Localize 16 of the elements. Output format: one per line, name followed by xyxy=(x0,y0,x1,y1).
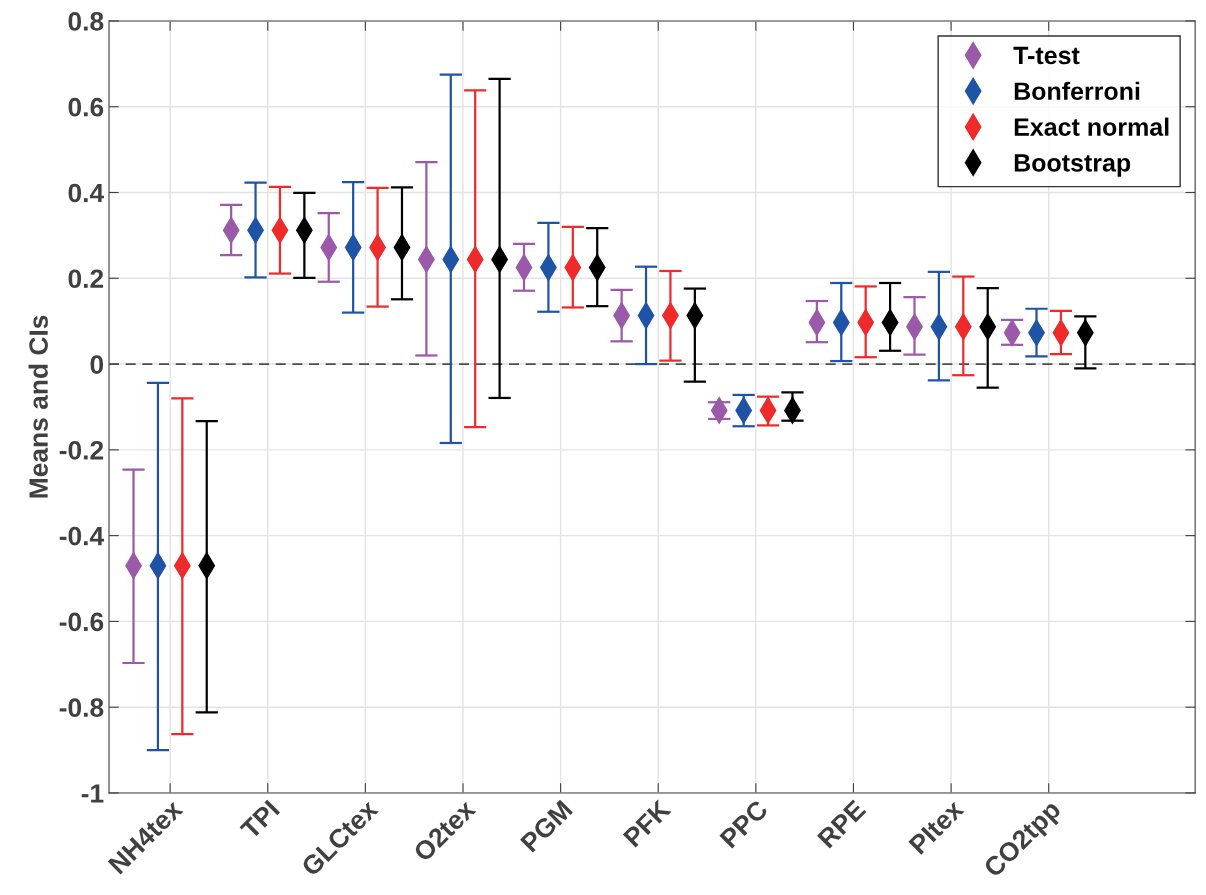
y-tick-label: 0.4 xyxy=(68,183,105,203)
y-tick-label: -1 xyxy=(81,784,104,803)
y-tick-label: 0 xyxy=(90,355,104,374)
y-tick-label: -0.8 xyxy=(59,698,104,718)
legend-label: T-test xyxy=(1013,46,1080,65)
y-tick-label: 0.8 xyxy=(68,12,104,31)
legend-label: Exact normal xyxy=(1014,117,1169,136)
y-tick-label: -0.2 xyxy=(59,440,104,460)
y-tick-label: 0.6 xyxy=(68,97,104,117)
legend-label: Bonferroni xyxy=(1014,81,1140,101)
y-tick-label: 0.2 xyxy=(68,269,104,289)
x-tick-label: TPI xyxy=(239,799,281,841)
legend-label: Bootstrap xyxy=(1014,154,1131,177)
y-axis-title: Means and CIs xyxy=(28,315,48,498)
y-tick-label: -0.6 xyxy=(59,612,104,632)
y-tick-label: -0.4 xyxy=(59,526,105,546)
